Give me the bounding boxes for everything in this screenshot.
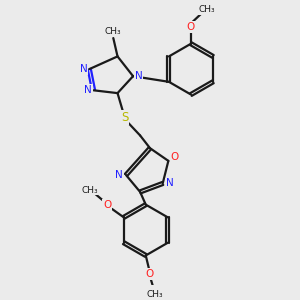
Text: O: O [103,200,112,210]
Text: O: O [187,22,195,32]
Text: N: N [84,85,92,95]
Text: N: N [116,170,123,180]
Text: CH₃: CH₃ [198,5,215,14]
Text: N: N [80,64,88,74]
Text: N: N [135,71,142,81]
Text: O: O [146,269,154,279]
Text: CH₃: CH₃ [104,27,121,36]
Text: S: S [121,111,128,124]
Text: CH₃: CH₃ [81,186,98,195]
Text: N: N [166,178,173,188]
Text: CH₃: CH₃ [146,290,163,299]
Text: O: O [170,152,179,163]
